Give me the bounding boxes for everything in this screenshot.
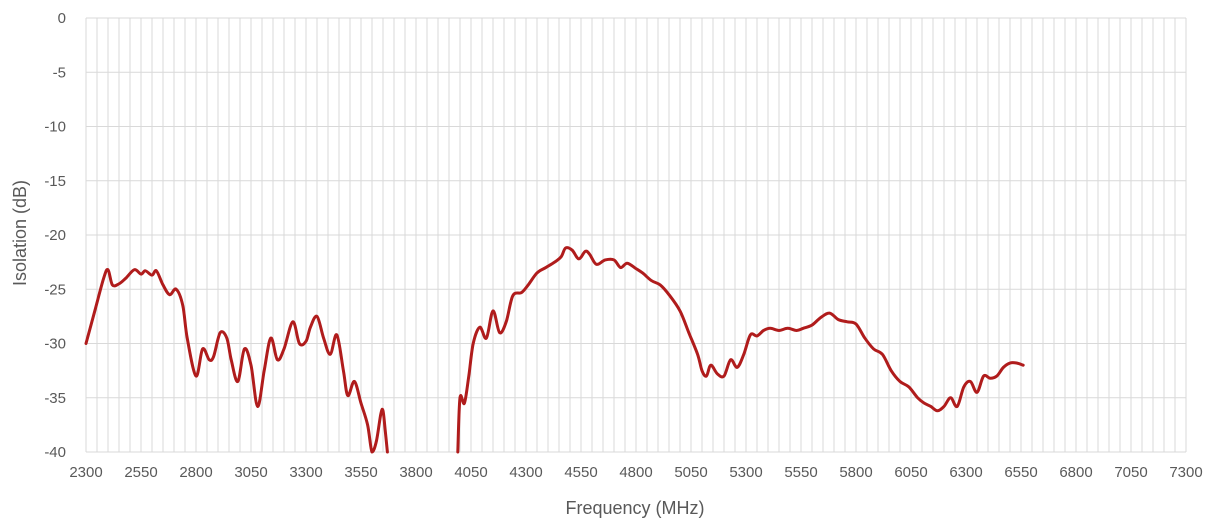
y-tick-label: -40	[44, 444, 66, 461]
x-tick-label: 3800	[399, 464, 432, 481]
x-tick-label: 3300	[289, 464, 322, 481]
x-tick-label: 5550	[784, 464, 817, 481]
y-tick-label: 0	[58, 10, 66, 27]
x-tick-label: 4550	[564, 464, 597, 481]
x-tick-label: 4300	[509, 464, 542, 481]
y-tick-label: -20	[44, 227, 66, 244]
x-tick-label: 5300	[729, 464, 762, 481]
series-line-segment	[456, 246, 1025, 454]
x-tick-label: 6800	[1059, 464, 1092, 481]
x-tick-label: 6050	[894, 464, 927, 481]
x-tick-label: 2800	[179, 464, 212, 481]
x-tick-label: 4050	[454, 464, 487, 481]
y-tick-label: -25	[44, 281, 66, 298]
series-line-segment	[84, 267, 389, 454]
y-tick-label: -5	[53, 64, 66, 81]
x-tick-label: 6300	[949, 464, 982, 481]
grid-lines	[85, 17, 1187, 453]
x-tick-label: 2550	[124, 464, 157, 481]
x-tick-label: 2300	[69, 464, 102, 481]
x-axis-title: Frequency (MHz)	[565, 498, 704, 518]
y-tick-label: -10	[44, 119, 66, 136]
x-tick-label: 5050	[674, 464, 707, 481]
y-axis-title: Isolation (dB)	[10, 180, 30, 286]
x-tick-label: 4800	[619, 464, 652, 481]
x-axis-tick-labels: 2300 2550 2800 3050 3300 3550 3800 4050 4300 4550…	[69, 464, 1202, 481]
x-tick-label: 5800	[839, 464, 872, 481]
series-layer	[84, 246, 1025, 454]
x-tick-label: 6550	[1004, 464, 1037, 481]
x-tick-label: 7300	[1169, 464, 1202, 481]
y-tick-label: -35	[44, 390, 66, 407]
x-tick-label: 7050	[1114, 464, 1147, 481]
y-axis-tick-labels: 0 -5 -10 -15 -20 -25 -30 -35 -40	[44, 10, 66, 461]
x-tick-label: 3050	[234, 464, 267, 481]
y-tick-label: -30	[44, 336, 66, 353]
x-tick-label: 3550	[344, 464, 377, 481]
y-tick-label: -15	[44, 173, 66, 190]
